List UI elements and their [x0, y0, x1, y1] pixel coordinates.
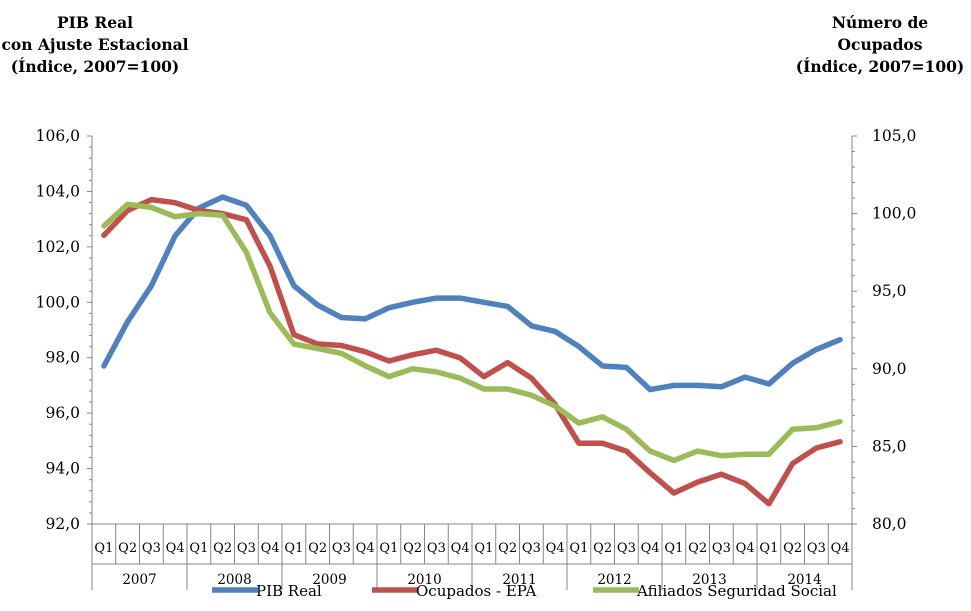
quarter-label: Q3 — [807, 541, 826, 556]
year-label: 2007 — [122, 572, 156, 588]
quarter-label: Q1 — [474, 541, 493, 556]
quarter-label: Q2 — [783, 541, 802, 556]
quarter-label: Q2 — [213, 541, 232, 556]
left-tick-label: 104,0 — [36, 182, 80, 200]
left-axis-title-line: con Ajuste Estacional — [1, 35, 189, 54]
quarter-label: Q4 — [451, 541, 470, 556]
right-axis-title-line: Ocupados — [837, 35, 923, 54]
quarter-label: Q4 — [641, 541, 660, 556]
quarter-label: Q4 — [356, 541, 375, 556]
left-axis-title-line: (Índice, 2007=100) — [10, 57, 180, 76]
quarter-label: Q1 — [284, 541, 303, 556]
right-axis-title: Número de Ocupados (Índice, 2007=100) — [790, 12, 970, 78]
legend-label: PIB Real — [256, 582, 322, 600]
left-axis-title-line: PIB Real — [56, 13, 134, 32]
axes: 92,0 94,0 96,0 98,0 100,0 102,0 104,0 106,0 80,0… — [36, 127, 916, 590]
series-line-pib-real — [101, 194, 843, 393]
quarter-label: Q3 — [617, 541, 636, 556]
quarter-label: Q1 — [569, 541, 588, 556]
right-tick-label: 95,0 — [872, 282, 907, 300]
quarter-label: Q4 — [261, 541, 280, 556]
quarter-label: Q2 — [688, 541, 707, 556]
legend-label: Ocupados - EPA — [416, 582, 537, 600]
right-axis-title-line: Número de — [831, 13, 929, 32]
quarter-label: Q4 — [546, 541, 565, 556]
quarter-label: Q2 — [403, 541, 422, 556]
quarter-label: Q2 — [593, 541, 612, 556]
year-label: 2013 — [692, 572, 726, 588]
left-axis-title: PIB Real con Ajuste Estacional (Índice, … — [0, 12, 190, 78]
quarter-label: Q4 — [736, 541, 755, 556]
quarter-label: Q2 — [308, 541, 327, 556]
year-label: 2011 — [502, 572, 536, 588]
legend: PIB Real Ocupados - EPA Afiliados Segurida… — [212, 582, 837, 600]
quarter-label: Q2 — [118, 541, 137, 556]
quarter-label: Q3 — [427, 541, 446, 556]
series-line-ocupados-epa — [101, 196, 843, 507]
left-tick-label: 106,0 — [36, 127, 80, 145]
left-tick-label: 102,0 — [36, 238, 80, 256]
left-tick-label: 94,0 — [45, 460, 80, 478]
year-label: 2014 — [787, 572, 821, 588]
year-label: 2012 — [597, 572, 631, 588]
quarter-label: Q3 — [522, 541, 541, 556]
right-tick-label: 105,0 — [872, 127, 916, 145]
left-tick-label: 92,0 — [45, 515, 80, 533]
right-tick-label: 80,0 — [872, 515, 907, 533]
quarter-label: Q3 — [712, 541, 731, 556]
quarter-label: Q1 — [94, 541, 113, 556]
legend-label: Afiliados Seguridad Social — [636, 582, 837, 600]
left-tick-label: 96,0 — [45, 404, 80, 422]
quarter-label: Q3 — [142, 541, 161, 556]
quarter-label: Q1 — [759, 541, 778, 556]
quarter-label: Q1 — [664, 541, 683, 556]
left-tick-label: 100,0 — [36, 293, 80, 311]
quarter-label: Q2 — [498, 541, 517, 556]
right-tick-label: 90,0 — [872, 360, 907, 378]
quarter-label: Q3 — [332, 541, 351, 556]
quarter-label: Q3 — [237, 541, 256, 556]
right-tick-label: 100,0 — [872, 205, 916, 223]
quarter-label: Q4 — [831, 541, 850, 556]
quarter-label: Q1 — [189, 541, 208, 556]
left-tick-label: 98,0 — [45, 349, 80, 367]
year-label: 2010 — [407, 572, 441, 588]
right-tick-label: 85,0 — [872, 437, 907, 455]
series-lines — [101, 194, 843, 507]
year-label: 2008 — [217, 572, 251, 588]
series-line-afiliados-seguridad-social — [101, 201, 843, 464]
right-axis-title-line: (Índice, 2007=100) — [795, 57, 965, 76]
year-label: 2009 — [312, 572, 346, 588]
quarter-label: Q4 — [166, 541, 185, 556]
quarter-label: Q1 — [379, 541, 398, 556]
